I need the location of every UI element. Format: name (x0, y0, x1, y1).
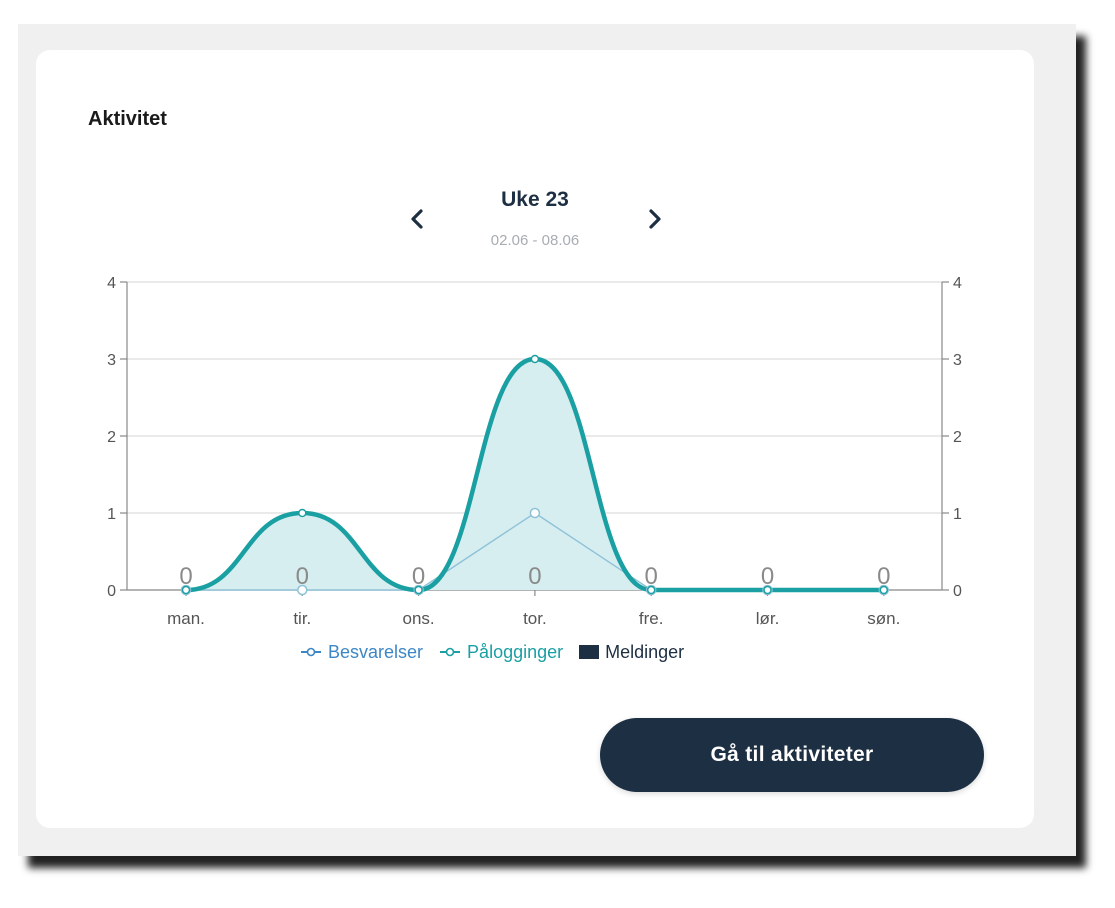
previous-week-button[interactable] (400, 202, 434, 236)
week-date-range: 02.06 - 08.06 (490, 232, 580, 249)
y-tick-label-right: 2 (953, 429, 962, 446)
line-marker-icon (440, 647, 461, 657)
legend-item-besvarelser[interactable]: Besvarelser (300, 642, 423, 663)
y-tick-label-left: 1 (107, 506, 116, 523)
legend-item-palogginger[interactable]: Pålogginger (439, 642, 563, 663)
line-marker-icon (301, 647, 321, 657)
x-tick-label: lør. (756, 609, 780, 628)
palogginger-point (181, 585, 191, 595)
meldinger-data-label: 0 (179, 563, 192, 590)
besvarelser-point (297, 584, 308, 596)
go-to-activities-button[interactable]: Gå til aktiviteter (600, 718, 984, 792)
besvarelser-point (529, 507, 541, 519)
bar-swatch-icon (579, 645, 600, 659)
meldinger-data-label: 0 (528, 563, 541, 590)
x-tick-label: tor. (523, 609, 547, 628)
next-week-button[interactable] (638, 202, 672, 236)
week-label: Uke 23 (501, 188, 569, 211)
palogginger-area (186, 359, 884, 590)
y-tick-label-right: 1 (953, 506, 962, 523)
x-tick-label: fre. (639, 609, 664, 628)
y-tick-label-right: 4 (953, 275, 962, 292)
palogginger-point (530, 354, 540, 364)
legend-label-palogginger: Pålogginger (467, 641, 564, 662)
y-tick-label-left: 0 (107, 583, 116, 600)
y-tick-label-right: 0 (953, 583, 962, 600)
y-tick-label-left: 4 (107, 275, 116, 292)
meldinger-data-label: 0 (412, 563, 425, 590)
meldinger-data-label: 0 (296, 563, 309, 590)
chevron-right-icon (649, 209, 661, 229)
x-tick-label: tir. (293, 609, 311, 628)
legend-label-besvarelser: Besvarelser (328, 641, 424, 662)
chart-legend: Besvarelser Pålogginger Meldinger (300, 640, 780, 664)
y-tick-label-left: 3 (107, 352, 116, 369)
palogginger-point (879, 585, 889, 595)
palogginger-point (763, 585, 772, 595)
y-tick-label-left: 2 (107, 429, 116, 446)
meldinger-data-label: 0 (761, 563, 774, 590)
x-tick-label: søn. (867, 609, 900, 628)
palogginger-point (298, 508, 307, 518)
palogginger-point (646, 585, 656, 595)
card-title: Aktivitet (88, 108, 167, 130)
y-tick-label-right: 3 (953, 352, 962, 369)
palogginger-point (414, 585, 423, 595)
meldinger-data-label: 0 (877, 563, 890, 590)
x-tick-label: man. (167, 609, 205, 628)
x-tick-label: ons. (403, 609, 435, 628)
chevron-left-icon (411, 209, 423, 229)
legend-label-meldinger: Meldinger (605, 641, 685, 662)
legend-item-meldinger[interactable]: Meldinger (579, 642, 684, 663)
meldinger-data-label: 0 (645, 563, 658, 590)
